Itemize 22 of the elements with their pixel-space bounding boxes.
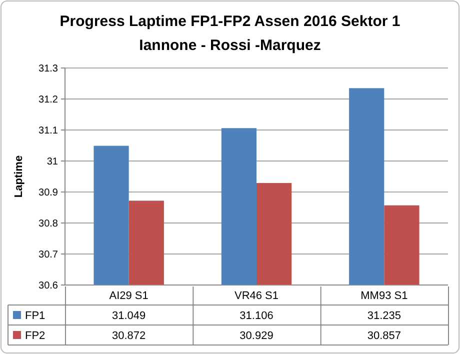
y-tick-label: 30.7	[38, 250, 58, 260]
x-tick-label: AI29 S1	[109, 290, 148, 302]
y-tick-label: 31.2	[38, 94, 58, 106]
y-tick-label: 31.3	[38, 64, 58, 74]
y-tick-label: 30.9	[38, 188, 58, 198]
data-label: 30.872	[112, 330, 146, 342]
chart-subtitle: Iannone - Rossi -Marquez	[139, 37, 321, 54]
legend-label: FP2	[25, 330, 46, 342]
y-tick-label: 31	[46, 156, 58, 168]
x-tick-label: MM93 S1	[360, 290, 408, 302]
data-label: 30.857	[367, 330, 401, 342]
x-tick-label: VR46 S1	[234, 290, 279, 302]
data-label: 31.049	[112, 310, 146, 322]
chart-title: Progress Laptime FP1-FP2 Assen 2016 Sektor 1	[60, 13, 400, 30]
data-label: 31.106	[240, 310, 274, 322]
data-label: 30.929	[240, 330, 274, 342]
legend-label: FP1	[25, 310, 46, 322]
y-tick-label: 30.8	[38, 218, 58, 230]
y-tick-label: 31.1	[38, 126, 58, 136]
y-axis-title: Laptime	[13, 155, 25, 198]
y-tick-label: 30.6	[38, 280, 58, 292]
data-label: 31.235	[367, 310, 401, 322]
